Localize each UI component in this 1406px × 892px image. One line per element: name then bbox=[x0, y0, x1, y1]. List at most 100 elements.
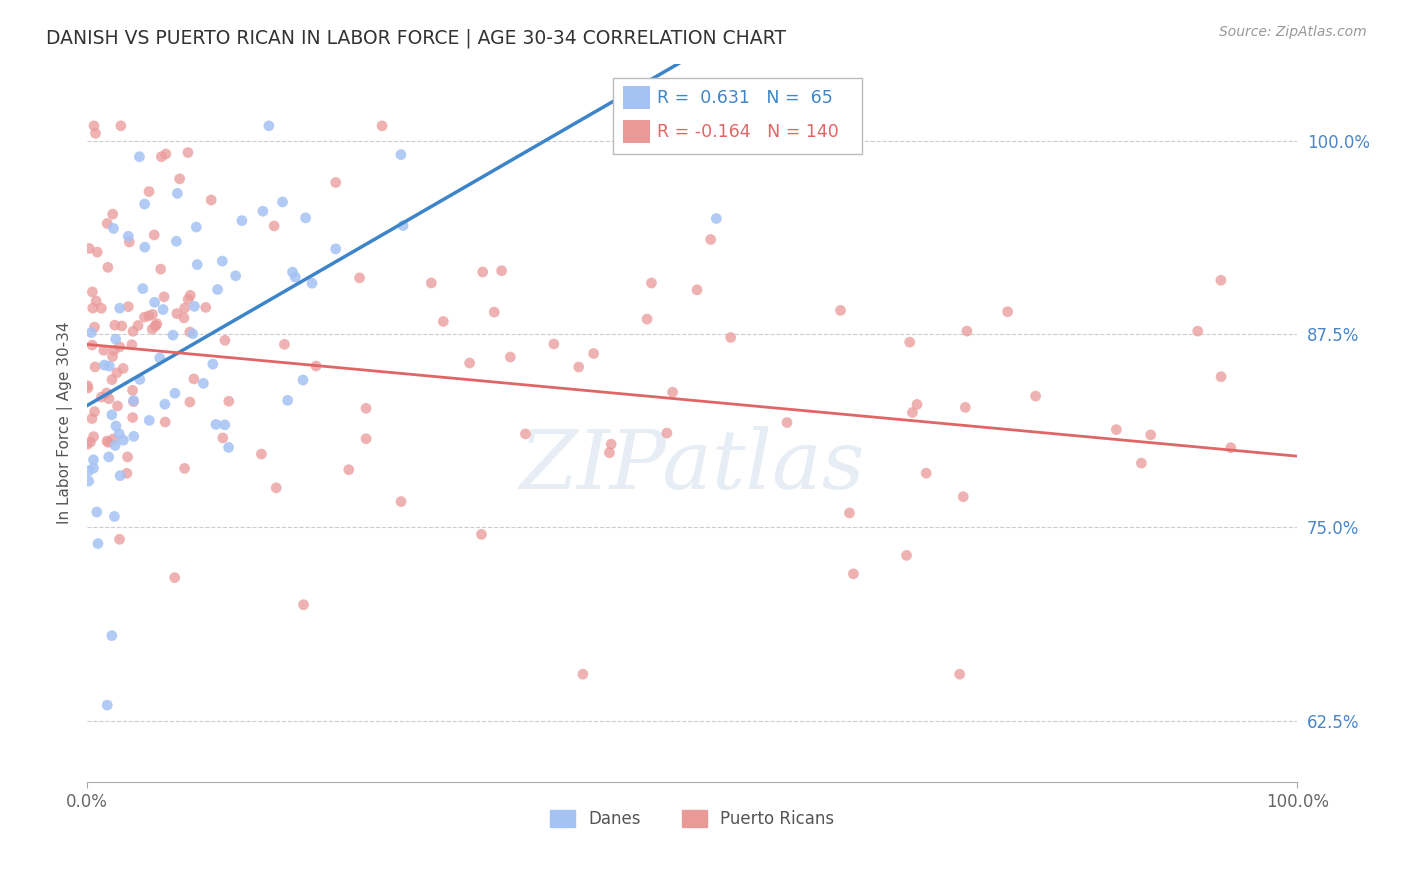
Point bbox=[225, 268, 247, 283]
Point bbox=[470, 527, 492, 541]
Point bbox=[146, 317, 169, 331]
Point bbox=[294, 211, 316, 225]
Point bbox=[458, 356, 481, 370]
Point bbox=[325, 242, 347, 256]
Point bbox=[96, 386, 118, 401]
Point bbox=[165, 234, 187, 248]
Point bbox=[337, 463, 360, 477]
Point bbox=[411, 876, 433, 890]
Point bbox=[138, 413, 160, 427]
Point bbox=[83, 461, 105, 475]
Point bbox=[117, 300, 139, 314]
Point bbox=[162, 328, 184, 343]
Point bbox=[104, 332, 127, 346]
Point bbox=[122, 393, 145, 408]
Point bbox=[83, 429, 105, 443]
Point bbox=[1211, 369, 1233, 384]
Point bbox=[1209, 273, 1232, 287]
Point bbox=[143, 295, 166, 310]
Text: R =  0.631   N =  65: R = 0.631 N = 65 bbox=[657, 89, 832, 107]
Point bbox=[111, 318, 134, 333]
Point bbox=[96, 217, 118, 231]
Point bbox=[179, 325, 201, 339]
Point bbox=[830, 303, 852, 318]
Point bbox=[101, 207, 124, 221]
Point bbox=[271, 194, 294, 209]
Point bbox=[277, 393, 299, 408]
Point bbox=[84, 359, 107, 374]
Bar bbox=[613, 78, 862, 153]
Point bbox=[179, 288, 201, 302]
Point bbox=[491, 264, 513, 278]
Point bbox=[699, 232, 721, 246]
Point bbox=[166, 307, 188, 321]
Point bbox=[104, 318, 127, 333]
Point bbox=[107, 399, 129, 413]
Point bbox=[842, 566, 865, 581]
Point bbox=[218, 441, 240, 455]
Point bbox=[440, 876, 463, 890]
Point bbox=[117, 229, 139, 244]
Point bbox=[98, 392, 121, 406]
Point bbox=[291, 373, 314, 387]
Point bbox=[90, 301, 112, 316]
Point bbox=[193, 376, 215, 391]
Point bbox=[354, 432, 377, 446]
Point bbox=[83, 320, 105, 334]
Point bbox=[720, 330, 742, 344]
Point bbox=[80, 326, 103, 340]
Point bbox=[76, 437, 98, 451]
Point bbox=[214, 417, 236, 432]
Point bbox=[181, 326, 204, 341]
Point bbox=[231, 213, 253, 227]
Point bbox=[600, 437, 623, 451]
Point bbox=[896, 549, 918, 563]
Point bbox=[1130, 456, 1153, 470]
Point bbox=[138, 185, 160, 199]
Point bbox=[186, 220, 208, 235]
Point bbox=[201, 357, 224, 371]
Point bbox=[686, 283, 709, 297]
Bar bbox=[623, 120, 650, 143]
Point bbox=[218, 394, 240, 409]
Point bbox=[141, 307, 163, 321]
Point bbox=[543, 337, 565, 351]
Point bbox=[163, 386, 186, 401]
Point bbox=[117, 450, 139, 464]
Point bbox=[640, 276, 662, 290]
Point bbox=[169, 171, 191, 186]
Point bbox=[98, 359, 121, 373]
Point bbox=[905, 397, 928, 411]
Point bbox=[143, 318, 166, 333]
Point bbox=[371, 119, 394, 133]
Point bbox=[389, 147, 412, 161]
Point bbox=[79, 435, 101, 450]
Point bbox=[83, 119, 105, 133]
Point bbox=[655, 425, 678, 440]
Point bbox=[582, 346, 605, 360]
Point bbox=[93, 343, 115, 358]
Point bbox=[134, 240, 156, 254]
Point bbox=[105, 366, 128, 380]
Point bbox=[101, 629, 124, 643]
Point bbox=[325, 176, 347, 190]
Point bbox=[183, 299, 205, 313]
Point bbox=[186, 258, 208, 272]
Point bbox=[499, 350, 522, 364]
Point bbox=[349, 271, 371, 285]
Point bbox=[207, 283, 229, 297]
Point bbox=[103, 221, 125, 235]
Point bbox=[155, 147, 177, 161]
Point bbox=[145, 318, 167, 333]
Point bbox=[101, 350, 124, 364]
Point bbox=[354, 401, 377, 416]
Point bbox=[101, 373, 124, 387]
Point bbox=[292, 598, 315, 612]
Point bbox=[150, 150, 173, 164]
Point bbox=[152, 302, 174, 317]
Point bbox=[704, 211, 727, 226]
Point bbox=[200, 193, 222, 207]
Point bbox=[392, 219, 415, 233]
Point bbox=[112, 433, 135, 447]
Point bbox=[82, 301, 104, 315]
